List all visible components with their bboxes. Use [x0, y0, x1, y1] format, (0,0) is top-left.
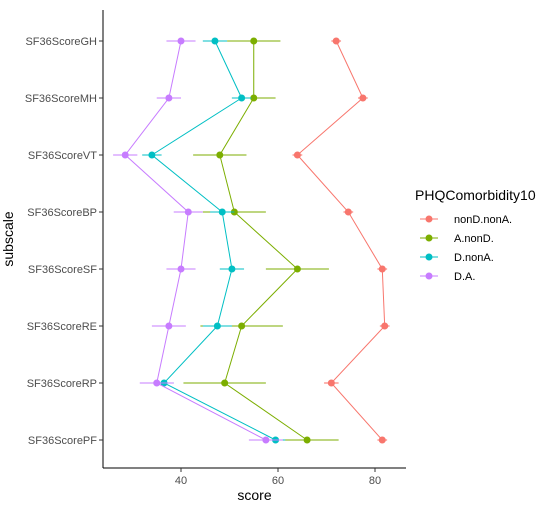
plot-panel	[113, 37, 390, 444]
x-tick-label: 60	[272, 475, 284, 487]
data-point	[165, 94, 173, 102]
series-line	[124, 40, 267, 441]
data-point	[221, 379, 229, 387]
y-tick-label: SF36ScoreBP	[27, 207, 97, 219]
y-tick-label: SF36ScoreGH	[25, 36, 97, 48]
legend-title: PHQComorbidity10	[415, 187, 536, 203]
y-tick-label: SF36ScoreVT	[28, 150, 97, 162]
data-point	[238, 322, 246, 330]
data-point	[177, 37, 185, 45]
data-point	[250, 94, 258, 102]
data-point	[250, 37, 258, 45]
data-point	[293, 265, 301, 273]
y-tick-label: SF36ScoreRE	[27, 321, 97, 333]
data-point	[177, 265, 185, 273]
y-tick-label: SF36ScoreSF	[28, 264, 97, 276]
y-tick-label: SF36ScoreMH	[25, 93, 97, 105]
x-tick-label: 80	[369, 475, 381, 487]
data-point	[184, 208, 192, 216]
series-line	[219, 41, 308, 441]
data-point	[378, 436, 386, 444]
legend-label: A.nonD.	[454, 233, 494, 245]
axes: SF36ScoreGH SF36ScoreMH SF36ScoreVT SF36Sco…	[0, 10, 406, 503]
data-point	[238, 94, 246, 102]
legend-key-point	[425, 253, 433, 261]
data-point	[381, 322, 389, 330]
data-point	[344, 208, 352, 216]
series-A.nonD.	[183, 37, 339, 444]
x-tick-label: 40	[175, 475, 187, 487]
series-line	[296, 40, 386, 441]
data-point	[262, 436, 270, 444]
series-D.A.	[113, 37, 283, 444]
legend-key-point	[425, 234, 433, 242]
data-point	[121, 151, 129, 159]
series-D.nonA.	[142, 37, 286, 444]
data-point	[378, 265, 386, 273]
data-point	[153, 379, 161, 387]
data-point	[218, 208, 226, 216]
y-tick-label: SF36ScorePF	[28, 435, 97, 447]
legend-key-point	[425, 272, 433, 280]
legend-key-point	[425, 215, 433, 223]
data-point	[327, 379, 335, 387]
data-point	[332, 37, 340, 45]
legend-label: D.A.	[454, 271, 475, 283]
series-nonD.nonA.	[292, 37, 390, 444]
data-point	[359, 94, 367, 102]
data-point	[303, 436, 311, 444]
y-tick-label: SF36ScoreRP	[27, 378, 97, 390]
data-point	[148, 151, 156, 159]
data-point	[228, 265, 236, 273]
data-point	[216, 151, 224, 159]
data-point	[213, 322, 221, 330]
data-point	[293, 151, 301, 159]
legend-label: nonD.nonA.	[454, 214, 512, 226]
data-point	[211, 37, 219, 45]
y-axis-title: subscale	[0, 211, 16, 266]
x-axis-title: score	[237, 487, 271, 503]
legend: PHQComorbidity10 nonD.nonA. A.nonD. D.nonA.…	[415, 187, 536, 283]
data-point	[165, 322, 173, 330]
legend-label: D.nonA.	[454, 252, 494, 264]
series-line	[151, 40, 276, 441]
